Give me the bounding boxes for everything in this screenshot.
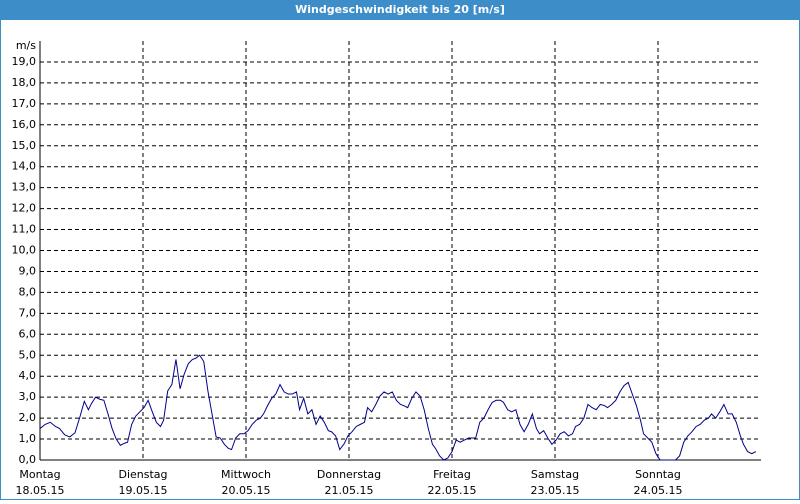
data-line: [39, 354, 757, 461]
y-tick-label: 4,0: [19, 369, 37, 382]
y-tick-label: 0,0: [19, 453, 37, 466]
x-tick-date: 22.05.15: [428, 484, 477, 497]
x-tick-date: 20.05.15: [222, 484, 271, 497]
y-tick-label: 8,0: [19, 285, 37, 298]
x-tick-date: 23.05.15: [531, 484, 580, 497]
chart-title: Windgeschwindigkeit bis 20 [m/s]: [295, 3, 505, 16]
x-tick-date: 18.05.15: [16, 484, 65, 497]
y-tick-label: 6,0: [19, 327, 37, 340]
x-tick-date: 24.05.15: [634, 484, 683, 497]
title-bar: [0, 0, 800, 20]
y-tick-label: 16,0: [12, 118, 37, 131]
y-tick-label: 12,0: [12, 202, 37, 215]
y-tick-label: 17,0: [12, 97, 37, 110]
y-tick-label: 2,0: [19, 411, 37, 424]
y-unit: m/s: [16, 39, 36, 52]
y-tick-label: 7,0: [19, 306, 37, 319]
x-tick-label: Dienstag: [118, 468, 167, 481]
x-tick-date: 19.05.15: [119, 484, 168, 497]
y-tick-label: 5,0: [19, 348, 37, 361]
y-tick-label: 19,0: [12, 55, 37, 68]
y-tick-label: 15,0: [12, 139, 37, 152]
x-tick-date: 21.05.15: [325, 484, 374, 497]
x-tick-label: Samstag: [531, 468, 579, 481]
x-tick-label: Freitag: [433, 468, 471, 481]
y-tick-label: 18,0: [12, 76, 37, 89]
x-tick-label: Sonntag: [635, 468, 681, 481]
y-tick-label: 11,0: [12, 223, 37, 236]
x-tick-label: Donnerstag: [317, 468, 381, 481]
x-tick-label: Montag: [19, 468, 60, 481]
y-tick-label: 10,0: [12, 244, 37, 257]
y-tick-label: 9,0: [19, 264, 37, 277]
y-tick-label: 1,0: [19, 432, 37, 445]
x-tick-label: Mittwoch: [221, 468, 271, 481]
y-tick-label: 3,0: [19, 390, 37, 403]
y-tick-label: 14,0: [12, 160, 37, 173]
y-tick-label: 13,0: [12, 181, 37, 194]
